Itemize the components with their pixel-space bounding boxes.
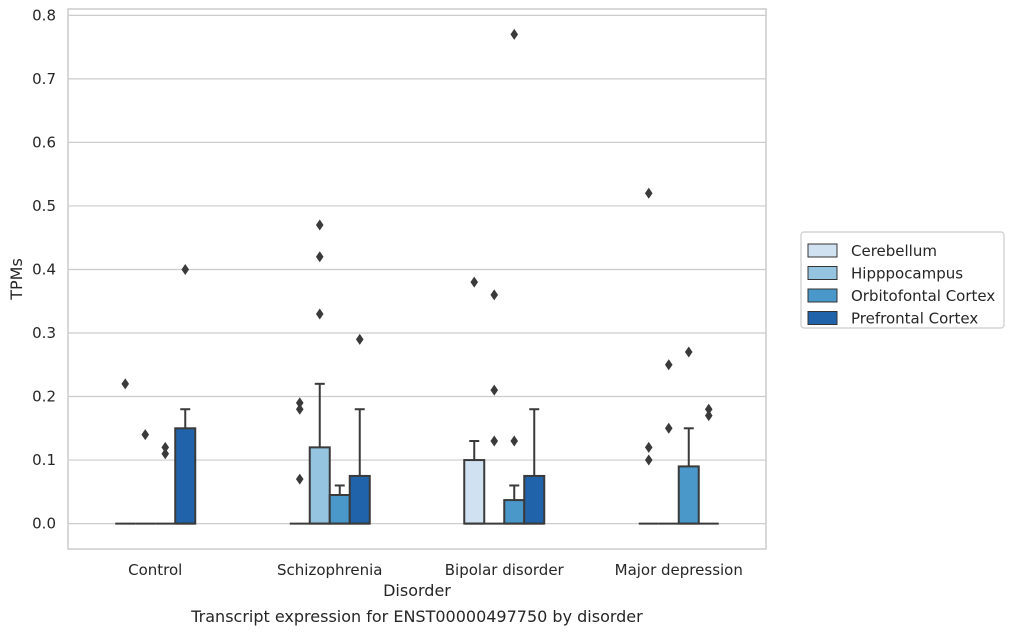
box [115,378,136,525]
legend-label: Cerebellum [851,242,937,260]
x-axis-label: Disorder [383,581,451,600]
box [289,397,310,525]
box [638,187,659,525]
y-tick-label: 0.6 [32,133,56,151]
legend-item: Orbitofontal Cortex [807,287,995,305]
y-tick-label: 0.5 [32,197,56,215]
outlier-point [161,448,170,460]
series-orbitofontal-cortex [155,28,700,525]
box [677,346,700,525]
legend-item: Prefrontal Cortex [807,310,978,328]
legend-label: Orbitofontal Cortex [851,287,995,305]
legend-item: Cerebellum [807,242,937,260]
outlier-point [315,219,324,231]
outlier-point [664,359,673,371]
outlier-point [470,276,479,288]
y-tick-label: 0.8 [32,6,56,24]
outlier-point [644,187,653,199]
outlier-point [510,435,519,447]
y-tick-label: 0.0 [32,515,56,533]
box-plot-marks [115,28,719,525]
outlier-point [295,473,304,485]
box [155,441,176,525]
chart-caption: Transcript expression for ENST0000049775… [190,607,643,626]
outlier-point [704,403,713,415]
x-tick-label: Major depression [615,561,743,579]
box [698,403,719,525]
legend-swatch [807,311,838,325]
outlier-point [664,422,673,434]
box-body [348,474,371,525]
box [463,276,486,525]
outlier-point [490,435,499,447]
y-axis-ticks: 0.0 0.1 0.2 0.3 0.4 0.5 0.6 0.7 0.8 [32,6,56,532]
legend-swatch [807,266,838,280]
outlier-point [490,289,499,301]
box [328,484,351,525]
outlier-point [315,251,324,263]
outlier-point [355,333,364,345]
box [484,289,505,525]
box [523,408,546,525]
box [308,219,331,525]
y-tick-label: 0.2 [32,388,56,406]
box [658,359,679,525]
box-body [523,474,546,525]
y-tick-label: 0.7 [32,70,56,88]
outlier-point [510,28,519,40]
outlier-point [684,346,693,358]
outlier-point [644,441,653,453]
legend-label: Hipppocampus [851,265,963,283]
x-tick-label: Bipolar disorder [445,561,565,579]
x-tick-label: Control [128,561,182,579]
box [348,333,371,525]
box-body [328,494,351,525]
outlier-point [644,454,653,466]
outlier-point [490,384,499,396]
outlier-point [181,263,190,275]
outlier-point [141,429,150,441]
outlier-point [704,410,713,422]
outlier-point [295,403,304,415]
series-prefrontal-cortex [174,263,719,525]
legend-frame [800,231,1005,329]
box [174,263,197,525]
box [135,429,156,525]
outlier-point [315,308,324,320]
box-body [503,499,526,525]
x-axis-ticks: Control Schizophrenia Bipolar disorder Majo… [128,561,743,579]
box-body [677,465,700,525]
series-hipppocampus [135,219,679,525]
legend-swatch [807,288,838,303]
outlier-point [121,378,130,390]
outlier-point [295,397,304,409]
outlier-point [161,441,170,453]
box-body [308,446,331,525]
plot-frame [67,8,767,550]
series-cerebellum [115,187,659,525]
box [503,28,526,525]
legend-swatch [807,243,838,258]
legend-item: Hipppocampus [807,265,963,283]
y-axis-label: TPMs [7,258,26,301]
x-tick-label: Schizophrenia [277,561,382,579]
legend: Cerebellum Hipppocampus Orbitofontal Corte… [800,231,1005,329]
box-body [463,459,486,525]
y-tick-label: 0.3 [32,324,56,342]
y-tick-label: 0.1 [32,451,56,469]
gridlines [68,14,766,525]
legend-label: Prefrontal Cortex [851,310,978,328]
box-body [174,427,197,525]
y-tick-label: 0.4 [32,260,56,278]
